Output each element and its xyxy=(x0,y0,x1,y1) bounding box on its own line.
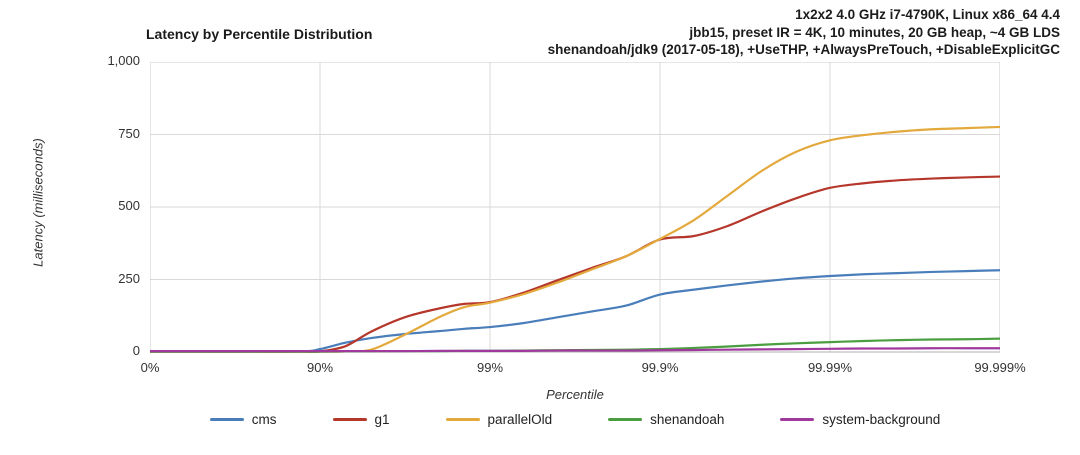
chart-title: Latency by Percentile Distribution xyxy=(146,26,373,42)
series-line-g1 xyxy=(150,175,1000,354)
legend-label: g1 xyxy=(374,412,390,427)
legend-swatch-icon xyxy=(780,418,815,421)
legend-label: cms xyxy=(251,412,277,427)
header-line-3: shenandoah/jdk9 (2017-05-18), +UseTHP, +… xyxy=(547,42,1060,57)
legend-label: shenandoah xyxy=(650,412,725,427)
legend-item-shenandoah[interactable]: shenandoah xyxy=(608,412,724,427)
y-tick-label: 1,000 xyxy=(107,53,140,68)
series-line-system-background xyxy=(150,347,1000,353)
legend-label: parallelOld xyxy=(487,412,553,427)
x-tick-label: 99% xyxy=(476,360,504,375)
y-tick-label: 750 xyxy=(118,125,140,141)
plot-svg xyxy=(150,62,1000,354)
series-line-cms xyxy=(150,269,1000,353)
legend-item-cms[interactable]: cms xyxy=(209,412,277,427)
legend-item-system-background[interactable]: system-background xyxy=(780,412,940,427)
chart-legend: cms g1 parallelOld shenandoah system-backgro… xyxy=(150,412,1000,427)
series-line-parallelOld xyxy=(150,125,1000,353)
x-tick-label: 0% xyxy=(140,360,160,375)
x-tick-label: 99.9% xyxy=(641,360,679,375)
chart-header-config: 1x2x2 4.0 GHz i7-4790K, Linux x86_64 4.4… xyxy=(400,6,1060,59)
x-tick-label: 90% xyxy=(306,360,334,375)
y-axis-title: Latency (milliseconds) xyxy=(30,138,46,267)
y-tick-label: 250 xyxy=(118,270,140,286)
legend-swatch-icon xyxy=(445,418,480,421)
legend-item-parallelOld[interactable]: parallelOld xyxy=(445,412,553,427)
y-tick-label: 500 xyxy=(118,198,140,213)
x-axis-title: Percentile xyxy=(546,387,604,402)
x-tick-label: 99.999% xyxy=(974,360,1026,375)
x-tick-label: 99.99% xyxy=(807,360,853,375)
legend-swatch-icon xyxy=(209,418,244,421)
legend-label: system-background xyxy=(822,412,941,427)
legend-item-g1[interactable]: g1 xyxy=(332,412,390,427)
header-line-2: jbb15, preset IR = 4K, 10 minutes, 20 GB… xyxy=(689,24,1060,40)
header-line-1: 1x2x2 4.0 GHz i7-4790K, Linux x86_64 4.4 xyxy=(795,7,1060,22)
legend-swatch-icon xyxy=(332,418,367,421)
plot-area xyxy=(150,62,1000,354)
legend-swatch-icon xyxy=(608,418,643,421)
y-tick-label: 0 xyxy=(132,343,140,358)
